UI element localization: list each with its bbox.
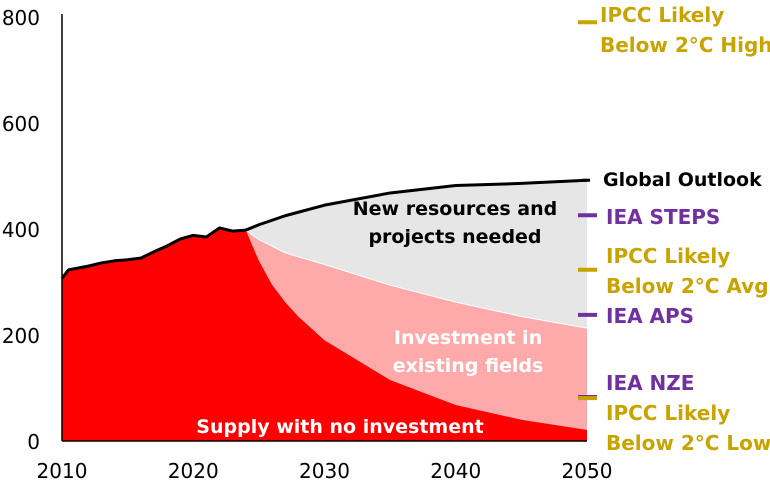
- marker-label: Below 2°C Avg: [606, 274, 769, 298]
- global-outlook-label: Global Outlook: [603, 169, 762, 191]
- x-tick-label: 2040: [430, 459, 481, 483]
- new-resources-area: [245, 180, 587, 329]
- existing-fields-area: [245, 230, 587, 430]
- y-tick-label: 400: [2, 218, 40, 242]
- marker-label: IPCC Likely: [600, 3, 724, 27]
- existing-fields-boundary: [245, 229, 588, 329]
- marker-label: IEA APS: [606, 304, 694, 328]
- y-tick-label: 600: [2, 112, 40, 136]
- no-investment-area: [62, 227, 587, 441]
- marker-label: IPCC Likely: [606, 401, 730, 425]
- y-tick-label: 200: [2, 324, 40, 348]
- marker-label: Below 2°C Low: [606, 431, 770, 455]
- marker-label: IPCC Likely: [606, 244, 730, 268]
- global-outlook-line: [60, 178, 588, 280]
- x-tick-label: 2020: [168, 459, 219, 483]
- marker-label: Below 2°C High: [600, 33, 770, 57]
- area-label-existing-fields: existing fields: [393, 355, 544, 377]
- x-tick-label: 2050: [562, 459, 613, 483]
- area-label-existing-fields: Investment in: [394, 327, 542, 349]
- x-tick-label: 2030: [299, 459, 350, 483]
- area-label-no-investment: Supply with no investment: [196, 416, 483, 438]
- marker-label: IEA STEPS: [606, 205, 720, 229]
- area-label-new-resources: New resources and: [353, 198, 558, 220]
- y-tick-label: 0: [27, 430, 40, 454]
- marker-label: IEA NZE: [606, 371, 694, 395]
- area-label-new-resources: projects needed: [368, 226, 541, 248]
- y-tick-label: 800: [2, 6, 40, 30]
- x-tick-label: 2010: [37, 459, 88, 483]
